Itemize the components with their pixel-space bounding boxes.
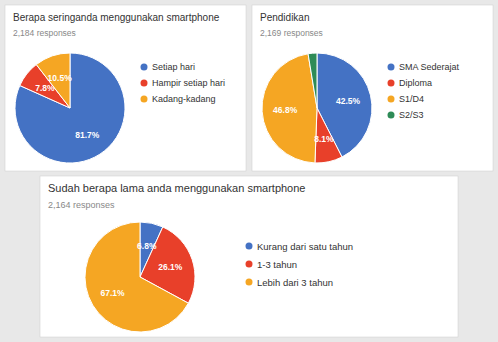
legend: SMA Sederajat Diploma S1/D4 S2/S3 xyxy=(388,62,460,120)
legend-label: Lebih dari 3 tahun xyxy=(257,277,333,288)
legend-swatch xyxy=(141,80,148,87)
legend-item: S2/S3 xyxy=(388,110,424,120)
data-label: 8.1% xyxy=(314,134,334,144)
pie: 6.8% 26.1% 67.1% xyxy=(85,222,195,332)
data-label: 10.5% xyxy=(48,73,73,83)
legend-item: Kurang dari satu tahun xyxy=(246,241,354,252)
legend-swatch xyxy=(141,64,148,71)
subtitle: 2,164 responses xyxy=(48,200,115,210)
data-label: 81.7% xyxy=(75,130,100,140)
legend-label: Hampir setiap hari xyxy=(152,78,225,88)
legend-item: SMA Sederajat xyxy=(388,62,460,72)
legend-label: Diploma xyxy=(399,78,432,88)
legend-label: Kurang dari satu tahun xyxy=(257,241,353,252)
data-label: 42.5% xyxy=(336,96,361,106)
legend-label: Setiap hari xyxy=(152,62,195,72)
data-label: 6.8% xyxy=(137,241,157,251)
legend-swatch xyxy=(246,243,253,250)
legend-item: Kadang-kadang xyxy=(141,94,216,104)
legend-label: S2/S3 xyxy=(399,110,424,120)
legend: Kurang dari satu tahun 1-3 tahun Lebih dar… xyxy=(246,241,354,288)
pie-slice xyxy=(85,222,188,332)
data-label: 7.8% xyxy=(35,83,55,93)
pie-slice xyxy=(315,108,342,163)
title: Sudah berapa lama anda menggunakan smart… xyxy=(48,182,305,194)
legend-label: 1-3 tahun xyxy=(257,259,297,270)
panel: Sudah berapa lama anda menggunakan smart… xyxy=(40,176,458,337)
legend-item: Lebih dari 3 tahun xyxy=(246,277,334,288)
legend-label: Kadang-kadang xyxy=(152,94,216,104)
data-label: 46.8% xyxy=(273,105,298,115)
legend-item: Diploma xyxy=(388,78,433,88)
subtitle: 2,184 responses xyxy=(13,28,76,38)
panel: Pendidikan 2,169 responses 42.5% 8.1% 46.8% S… xyxy=(252,5,493,171)
title: Pendidikan xyxy=(260,12,309,23)
legend-swatch xyxy=(388,64,395,71)
legend-swatch xyxy=(141,96,148,103)
pie-slice xyxy=(308,53,317,108)
legend-item: Setiap hari xyxy=(141,62,196,72)
panel: Berapa seringanda menggunakan smartphone… xyxy=(5,5,246,171)
panel-background xyxy=(5,5,246,171)
subtitle: 2,169 responses xyxy=(260,28,323,38)
legend-label: SMA Sederajat xyxy=(399,62,460,72)
legend-swatch xyxy=(388,112,395,119)
panel-background xyxy=(252,5,493,171)
legend-item: 1-3 tahun xyxy=(246,259,298,270)
legend-swatch xyxy=(388,80,395,87)
legend-swatch xyxy=(246,261,253,268)
legend: Setiap hari Hampir setiap hari Kadang-kada… xyxy=(141,62,226,104)
panel-background xyxy=(40,176,458,337)
legend-item: S1/D4 xyxy=(388,94,425,104)
pie: 81.7% 7.8%10.5% xyxy=(15,53,125,163)
legend-swatch xyxy=(388,96,395,103)
title: Berapa seringanda menggunakan smartphone xyxy=(13,12,220,23)
data-label: 67.1% xyxy=(101,288,126,298)
legend-item: Hampir setiap hari xyxy=(141,78,226,88)
figure: Berapa seringanda menggunakan smartphone… xyxy=(0,0,498,342)
legend-swatch xyxy=(246,279,253,286)
legend-label: S1/D4 xyxy=(399,94,424,104)
pie-slice xyxy=(15,53,125,163)
data-label: 26.1% xyxy=(158,262,183,272)
pie-slice xyxy=(262,54,317,163)
pie: 42.5% 8.1% 46.8% xyxy=(262,53,372,163)
